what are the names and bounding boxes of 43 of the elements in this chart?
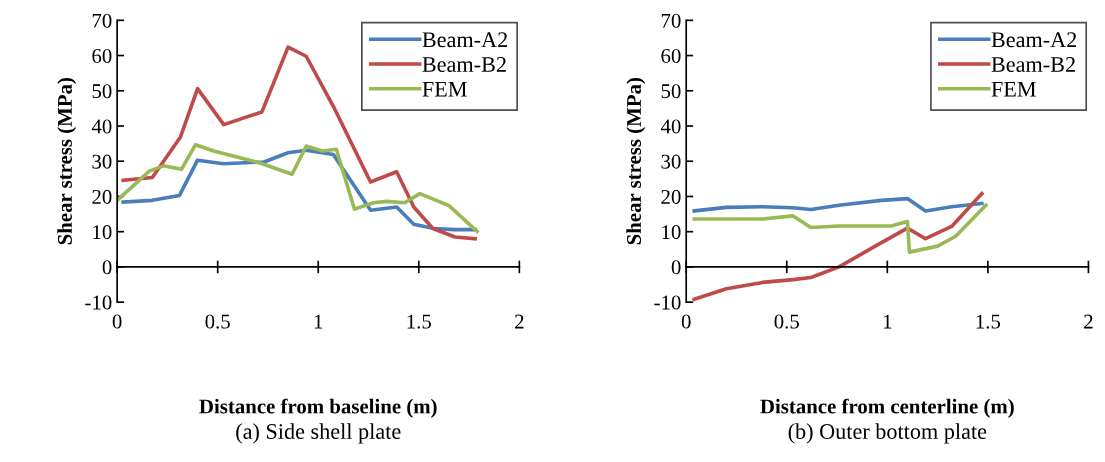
x-tick-label: 1.5 — [407, 314, 431, 329]
y-axis-title: Shear stress (MPa) — [57, 78, 77, 245]
y-tick-label: -10 — [85, 295, 112, 310]
y-tick-label: 50 — [92, 84, 112, 99]
x-tick-label: 2 — [1084, 314, 1093, 329]
y-tick-label: 10 — [662, 225, 681, 240]
x-tick-label: 1 — [314, 314, 323, 329]
y-tick-label: 0 — [102, 260, 112, 275]
y-tick-label: 30 — [661, 154, 681, 169]
y-tick-label: 50 — [661, 84, 681, 99]
y-tick-label: 70 — [661, 13, 681, 28]
x-tick-label: 1.5 — [976, 314, 1001, 329]
text: (b) Outer bottom plate — [788, 423, 987, 444]
x-axis-title: Distance from baseline (m) — [199, 398, 437, 418]
y-tick-label: 0 — [671, 260, 681, 275]
legend-label: Beam-A2 — [422, 32, 508, 48]
x-tick-label: 0 — [112, 314, 122, 329]
x-tick-label: 0.5 — [205, 314, 230, 329]
line-series — [692, 203, 988, 254]
legend-label: Beam-B2 — [422, 57, 506, 72]
legend-label: Beam-B2 — [991, 57, 1075, 72]
line-series — [692, 196, 984, 213]
legend-label: Beam-A2 — [991, 32, 1077, 48]
y-tick-label: 60 — [661, 48, 681, 63]
y-tick-label: 30 — [92, 154, 112, 169]
y-tick-label: 40 — [660, 119, 681, 134]
legend-label: FEM — [422, 81, 467, 97]
y-tick-label: 70 — [92, 13, 112, 28]
y-tick-label: 20 — [661, 189, 681, 204]
y-tick-label: 10 — [93, 225, 112, 240]
y-tick-label: -10 — [654, 295, 681, 310]
x-axis-title: Distance from centerline (m) — [760, 398, 1014, 418]
text: (a) Side shell plate — [236, 423, 401, 444]
y-axis-title: Shear stress (MPa) — [626, 78, 646, 245]
line-series — [692, 191, 984, 302]
legend-label: FEM — [991, 81, 1036, 97]
y-tick-label: 20 — [92, 189, 112, 204]
y-tick-label: 60 — [92, 48, 112, 63]
x-tick-label: 0 — [681, 314, 691, 329]
x-tick-label: 0.5 — [774, 314, 799, 329]
y-tick-label: 40 — [91, 119, 112, 134]
x-tick-label: 2 — [515, 314, 524, 329]
x-tick-label: 1 — [883, 314, 892, 329]
